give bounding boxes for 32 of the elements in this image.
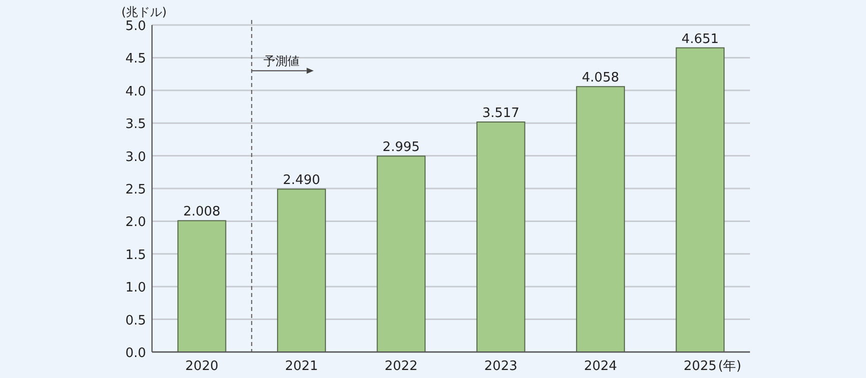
bar xyxy=(476,121,526,352)
data-label: 2.490 xyxy=(282,173,320,188)
data-label: 4.058 xyxy=(582,70,620,86)
y-tick-label: 4.5 xyxy=(125,52,146,67)
x-tick-label: 2024 xyxy=(584,359,618,374)
y-tick-label: 3.0 xyxy=(125,150,146,165)
annotation: 予測値 xyxy=(264,54,300,68)
bar xyxy=(277,188,326,352)
y-tick-label: 1.5 xyxy=(125,248,146,263)
data-label: 2.995 xyxy=(382,140,420,156)
data-label: 2.008 xyxy=(183,204,220,220)
bar xyxy=(576,86,625,352)
x-tick-label: 2020 xyxy=(185,359,218,374)
y-tick-label: 2.0 xyxy=(125,215,146,230)
bar xyxy=(376,156,426,352)
x-tick-label: 2021 xyxy=(284,359,318,374)
x-tick-label: 2025 xyxy=(684,359,717,374)
y-tick-label: 4.0 xyxy=(125,84,146,100)
bar xyxy=(676,47,725,352)
data-label: 3.517 xyxy=(482,106,520,121)
y-axis-title: (兆ドル) xyxy=(121,5,167,19)
x-tick-label: 2022 xyxy=(384,359,418,374)
y-tick-label: 0.0 xyxy=(125,346,146,361)
data-label: 4.651 xyxy=(682,32,719,47)
y-tick-label: 3.5 xyxy=(125,117,146,132)
x-axis-title: (年) xyxy=(718,359,742,374)
x-tick-label: 2023 xyxy=(484,359,518,374)
y-tick-label: 1.0 xyxy=(125,280,146,296)
y-tick-label: 0.5 xyxy=(125,313,146,328)
y-tick-label: 5.0 xyxy=(125,19,146,34)
bar xyxy=(177,220,226,352)
y-tick-label: 2.5 xyxy=(125,182,146,198)
